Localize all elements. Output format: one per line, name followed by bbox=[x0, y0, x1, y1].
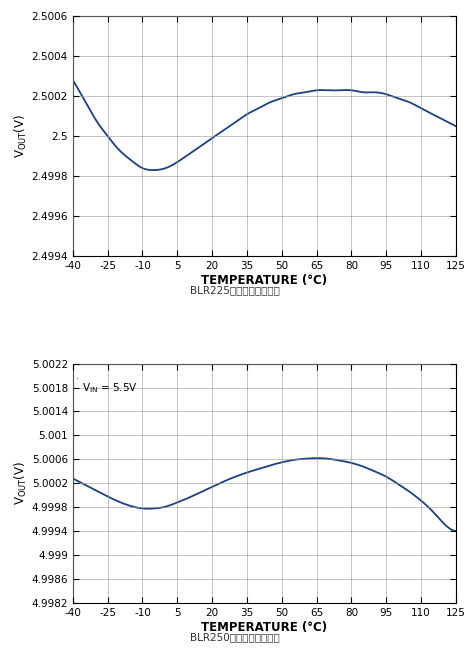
Text: $\rm V_{IN}$ = 5.5V: $\rm V_{IN}$ = 5.5V bbox=[82, 382, 138, 395]
Text: BLR225基准输出温漂曲线: BLR225基准输出温漂曲线 bbox=[190, 285, 280, 295]
Y-axis label: $\rm V_{OUT}(V)$: $\rm V_{OUT}(V)$ bbox=[13, 114, 29, 158]
X-axis label: TEMPERATURE (°C): TEMPERATURE (°C) bbox=[201, 621, 328, 633]
X-axis label: TEMPERATURE (°C): TEMPERATURE (°C) bbox=[201, 273, 328, 287]
Text: BLR250基准输出温漂曲线: BLR250基准输出温漂曲线 bbox=[190, 633, 280, 643]
Y-axis label: $\rm V_{OUT}(V)$: $\rm V_{OUT}(V)$ bbox=[13, 461, 29, 505]
